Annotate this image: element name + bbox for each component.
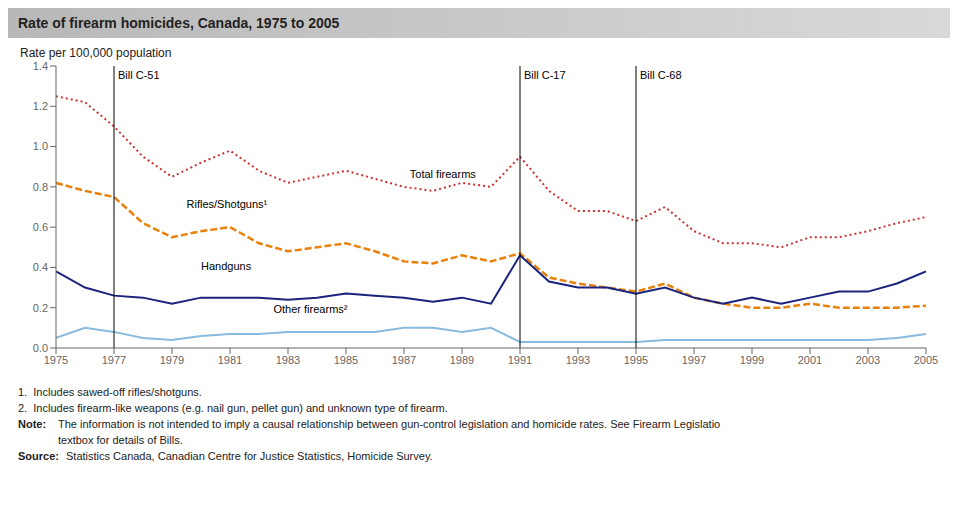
svg-text:1989: 1989 [450, 354, 474, 366]
svg-text:1991: 1991 [508, 354, 532, 366]
svg-text:1.4: 1.4 [33, 60, 48, 72]
svg-text:1975: 1975 [44, 354, 68, 366]
svg-text:0.4: 0.4 [33, 261, 48, 273]
svg-text:1983: 1983 [276, 354, 300, 366]
svg-text:1995: 1995 [624, 354, 648, 366]
svg-text:Rifles/Shotguns¹: Rifles/Shotguns¹ [187, 198, 268, 210]
html-text:1. Includes sawed-off rifles/s: 1. Includes sawed-off rifles/shotguns. [18, 386, 202, 398]
svg-text:1977: 1977 [102, 354, 126, 366]
svg-text:Total firearms: Total firearms [410, 168, 477, 180]
html-text:Rate per 100,000 population: Rate per 100,000 population [20, 46, 172, 60]
svg-text:1.2: 1.2 [33, 100, 48, 112]
svg-text:0.8: 0.8 [33, 181, 48, 193]
svg-text:1979: 1979 [160, 354, 184, 366]
html-text:Note:: Note: [18, 418, 47, 430]
svg-text:Bill C-51: Bill C-51 [118, 69, 160, 81]
svg-text:Other firearms²: Other firearms² [274, 303, 348, 315]
html-text:2. Includes firearm-like weapo: 2. Includes firearm-like weapons (e.g. n… [18, 402, 448, 414]
svg-text:2005: 2005 [914, 354, 938, 366]
svg-text:1997: 1997 [682, 354, 706, 366]
svg-text:1987: 1987 [392, 354, 416, 366]
svg-text:1.0: 1.0 [33, 140, 48, 152]
svg-text:Handguns: Handguns [201, 260, 252, 272]
svg-text:1981: 1981 [218, 354, 242, 366]
svg-text:Bill C-17: Bill C-17 [524, 69, 566, 81]
svg-text:0.6: 0.6 [33, 221, 48, 233]
html-text:Rate of firearm homicides, Can: Rate of firearm homicides, Canada, 1975 … [18, 15, 340, 31]
html-text:textbox for details of Bills.: textbox for details of Bills. [58, 434, 183, 446]
html-text:Source:: Source: [18, 450, 59, 462]
svg-text:2003: 2003 [856, 354, 880, 366]
svg-text:0.2: 0.2 [33, 302, 48, 314]
svg-text:0.0: 0.0 [33, 342, 48, 354]
svg-text:1985: 1985 [334, 354, 358, 366]
html-text:Statistics Canada, Canadian Ce: Statistics Canada, Canadian Centre for J… [66, 450, 433, 462]
svg-text:1999: 1999 [740, 354, 764, 366]
svg-text:Bill C-68: Bill C-68 [640, 69, 682, 81]
svg-text:2001: 2001 [798, 354, 822, 366]
html-text:The information is not intende: The information is not intended to imply… [58, 418, 721, 430]
svg-text:1993: 1993 [566, 354, 590, 366]
